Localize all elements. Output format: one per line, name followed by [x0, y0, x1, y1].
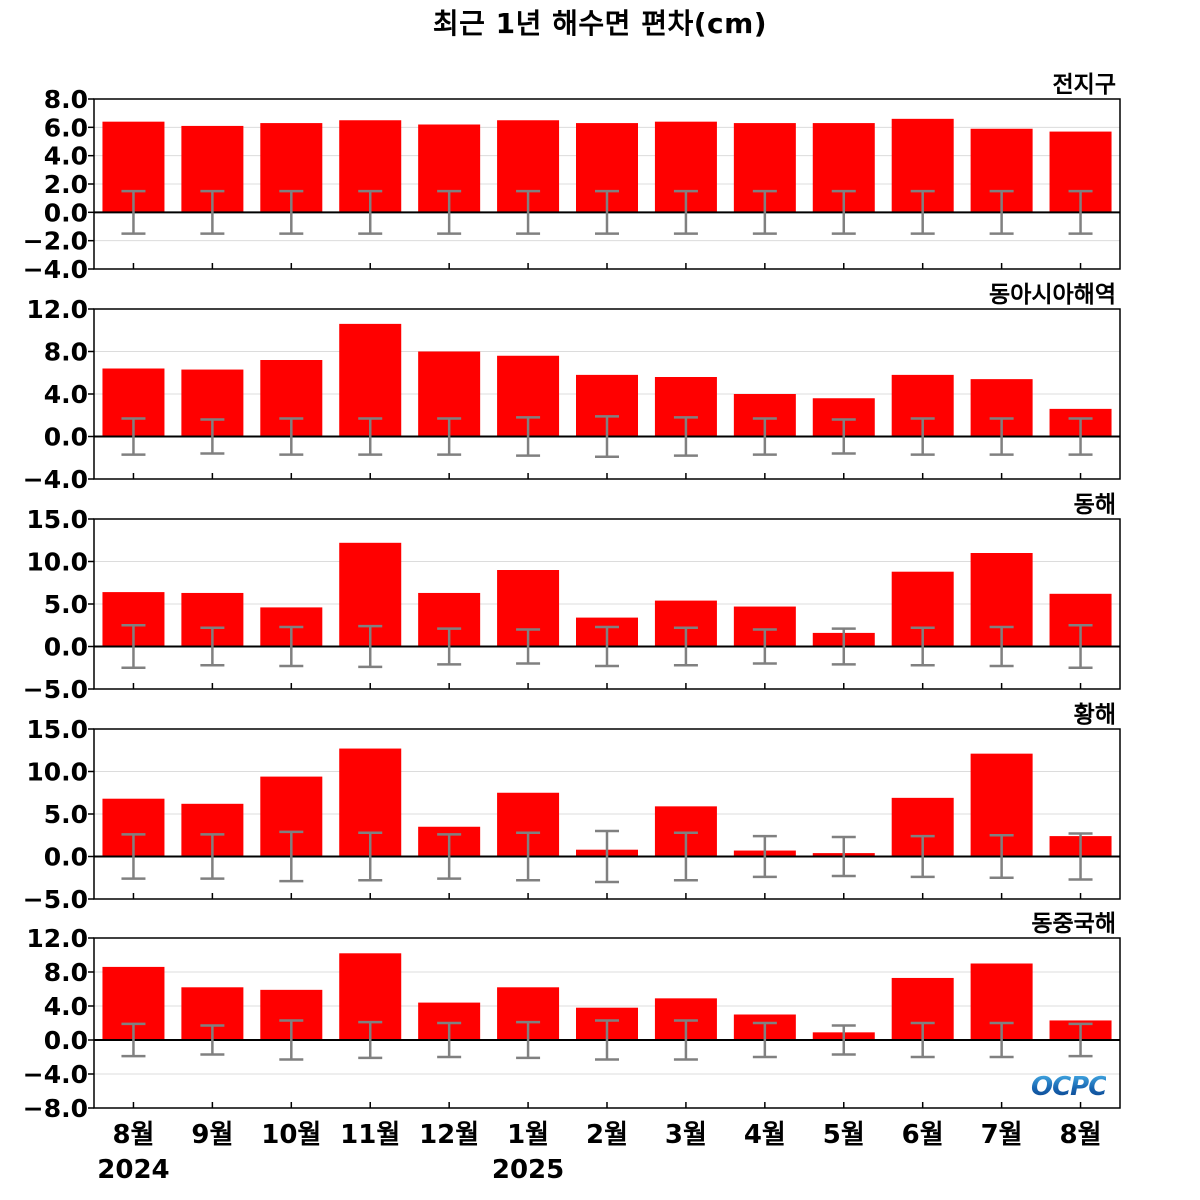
y-tick-label: 2.0	[44, 170, 88, 199]
x-tick-label: 8월	[1060, 1120, 1102, 1150]
x-tick-label: 8월	[112, 1120, 154, 1150]
panel-1	[88, 98, 1121, 270]
x-tick-label: 10월	[261, 1120, 321, 1150]
y-tick-label: 0.0	[44, 423, 88, 452]
chart-title: 최근 1년 해수면 편차(cm)	[432, 7, 768, 40]
y-tick-label: 4.0	[44, 142, 88, 171]
x-tick-label: 7월	[981, 1120, 1023, 1150]
panel-4	[88, 728, 1121, 900]
y-tick-label: −4.0	[23, 465, 88, 494]
x-tick-label: 4월	[744, 1120, 786, 1150]
year-label: 2024	[97, 1155, 169, 1185]
panel-label: 동해	[1074, 492, 1116, 518]
y-tick-label: −4.0	[23, 255, 88, 284]
y-tick-label: 6.0	[44, 113, 88, 142]
panel-label: 동중국해	[1031, 911, 1116, 937]
y-tick-label: −8.0	[23, 1094, 88, 1123]
panel-label: 동아시아해역	[989, 282, 1116, 308]
year-label: 2025	[492, 1155, 564, 1185]
y-tick-label: −4.0	[23, 1060, 88, 1089]
y-tick-label: 0.0	[44, 843, 88, 872]
y-tick-label: 12.0	[26, 924, 88, 953]
panel-3	[88, 518, 1121, 690]
y-tick-label: 0.0	[44, 633, 88, 662]
ocpc-logo: OCPC	[1031, 1072, 1107, 1102]
x-tick-label: 1월	[507, 1120, 549, 1150]
x-tick-label: 3월	[665, 1120, 707, 1150]
y-tick-label: 15.0	[26, 715, 88, 744]
y-tick-label: 8.0	[44, 338, 88, 367]
y-tick-label: 8.0	[44, 958, 88, 987]
y-tick-label: 5.0	[44, 590, 88, 619]
y-tick-label: −5.0	[23, 885, 88, 914]
y-tick-label: −5.0	[23, 675, 88, 704]
x-tick-label: 12월	[419, 1120, 479, 1150]
y-tick-label: 5.0	[44, 800, 88, 829]
x-tick-label: 11월	[340, 1120, 400, 1150]
y-tick-label: 15.0	[26, 505, 88, 534]
x-tick-label: 9월	[191, 1120, 233, 1150]
panel-label: 전지구	[1053, 72, 1116, 98]
y-tick-label: 12.0	[26, 295, 88, 324]
panel-5	[88, 937, 1121, 1109]
x-tick-label: 6월	[902, 1120, 944, 1150]
x-tick-label: 5월	[823, 1120, 865, 1150]
y-tick-label: 10.0	[26, 758, 88, 787]
y-tick-label: 0.0	[44, 1026, 88, 1055]
x-tick-label: 2월	[586, 1120, 628, 1150]
panel-2	[88, 308, 1121, 480]
y-tick-label: 10.0	[26, 548, 88, 577]
y-tick-label: 4.0	[44, 992, 88, 1021]
y-tick-label: 0.0	[44, 198, 88, 227]
panel-label: 황해	[1074, 702, 1116, 728]
y-tick-label: 4.0	[44, 380, 88, 409]
y-tick-label: −2.0	[23, 227, 88, 256]
y-tick-label: 8.0	[44, 85, 88, 114]
